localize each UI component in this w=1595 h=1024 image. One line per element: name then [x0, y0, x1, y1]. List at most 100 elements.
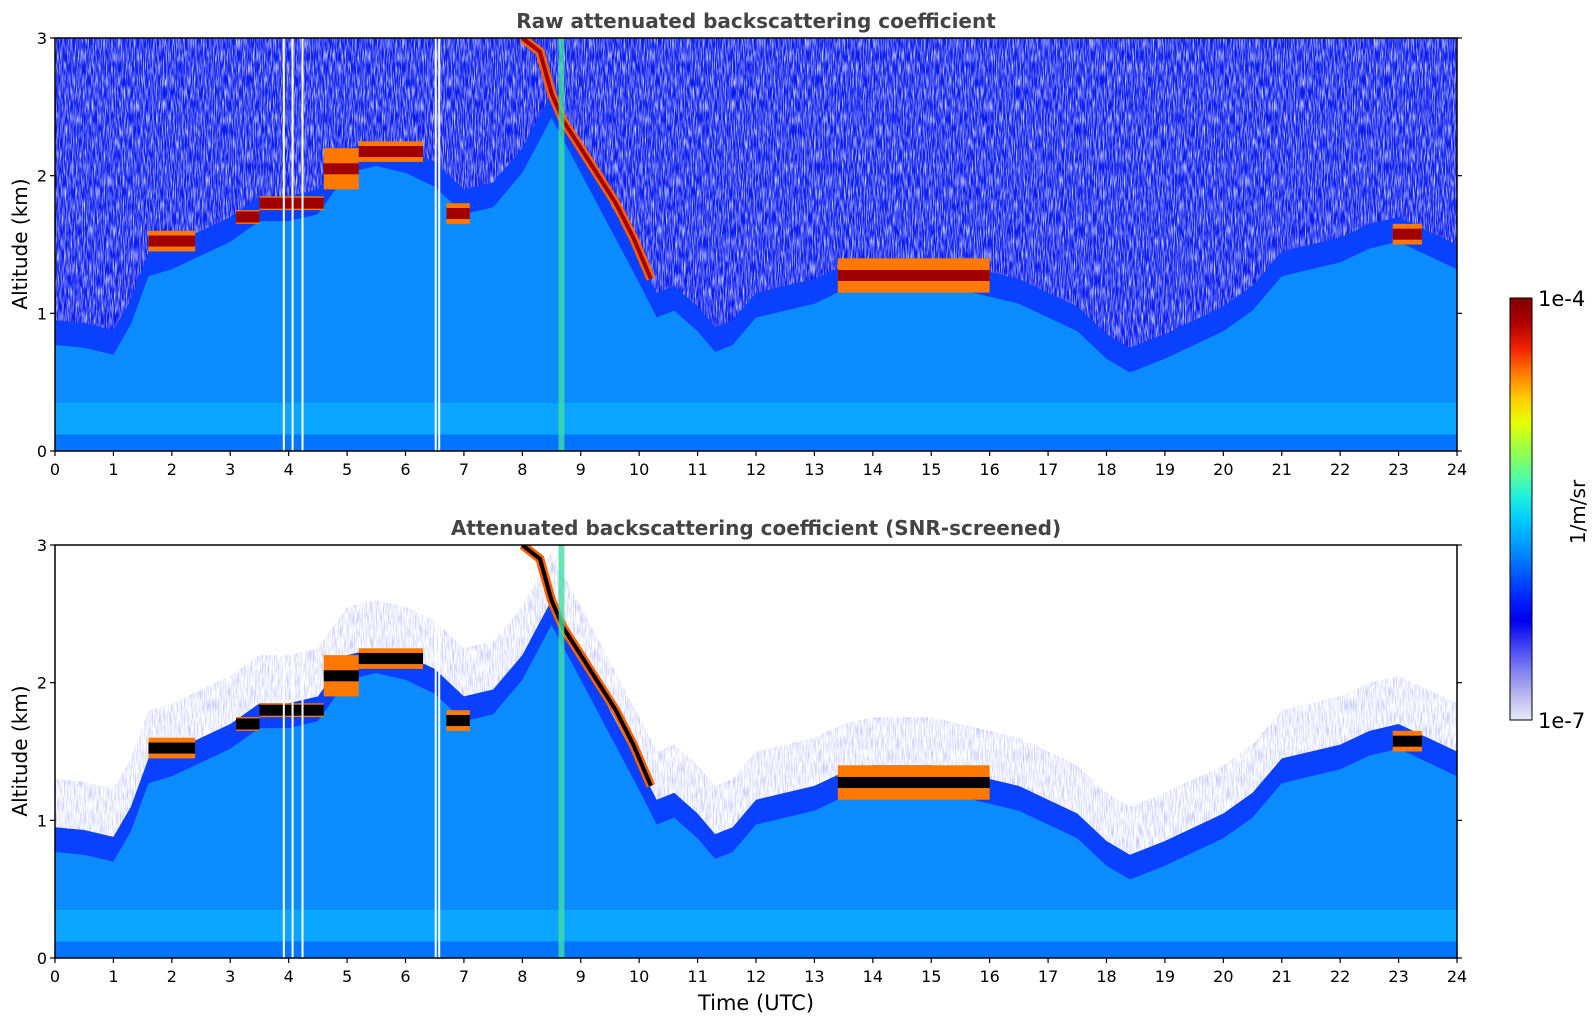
x-tick-label: 23	[1388, 460, 1408, 479]
x-tick-label: 6	[400, 460, 410, 479]
missing-data-gap	[434, 38, 437, 451]
missing-data-gap	[291, 38, 294, 451]
x-tick-label: 12	[746, 967, 766, 986]
x-tick-label: 8	[517, 460, 527, 479]
cloud-core	[323, 670, 359, 682]
x-tick-label: 20	[1213, 967, 1233, 986]
cloud-core	[446, 715, 470, 727]
x-tick-label: 4	[284, 967, 294, 986]
x-axis: 0 1 2 3 4 5 6 7 8 9 10 11 12 13 14 15 16 17 18 19 20 21 22 23 24	[50, 958, 1467, 986]
cloud-core	[148, 235, 196, 247]
screened-sparse-band	[55, 551, 1457, 855]
x-tick-label: 24	[1447, 967, 1467, 986]
y-tick-label: 1	[37, 811, 47, 830]
x-tick-label: 15	[921, 460, 941, 479]
missing-data-gap	[291, 545, 294, 958]
cloud-core	[837, 776, 990, 788]
cloud-core	[236, 718, 260, 730]
y-axis-label: Altitude (km)	[8, 685, 32, 816]
y-tick-label: 0	[37, 949, 47, 968]
vertical-streak	[558, 38, 565, 451]
x-tick-label: 7	[459, 460, 469, 479]
x-tick-label: 2	[167, 967, 177, 986]
surface-band	[55, 941, 1457, 958]
cloud-core	[1392, 228, 1422, 240]
x-axis: 0 1 2 3 4 5 6 7 8 9 10 11 12 13 14 15 16 17 18 19 20 21 22 23 24	[50, 451, 1467, 479]
y-tick-label: 3	[37, 536, 47, 555]
x-tick-label: 9	[576, 460, 586, 479]
missing-data-gap	[282, 38, 285, 451]
x-tick-label: 22	[1330, 967, 1350, 986]
boundary-layer-body	[55, 624, 1457, 958]
x-tick-label: 11	[687, 967, 707, 986]
boundary-layer-body	[55, 117, 1457, 451]
y-tick-label: 2	[37, 167, 47, 186]
cloud-core	[358, 653, 424, 665]
x-tick-label: 14	[863, 967, 883, 986]
x-tick-label: 10	[629, 460, 649, 479]
vertical-streak	[558, 545, 565, 958]
cloud-core	[1392, 735, 1422, 747]
x-tick-label: 5	[342, 460, 352, 479]
x-tick-label: 22	[1330, 460, 1350, 479]
plot-area	[55, 38, 1457, 451]
y-axis: 0 1 2 3	[37, 536, 1462, 968]
descending-layer-core	[521, 545, 653, 787]
x-tick-label: 17	[1038, 967, 1058, 986]
y-tick-label: 2	[37, 674, 47, 693]
x-tick-label: 3	[225, 460, 235, 479]
x-tick-label: 2	[167, 460, 177, 479]
x-axis-label: Time (UTC)	[697, 991, 814, 1015]
missing-data-gap	[301, 38, 304, 451]
x-tick-label: 9	[576, 967, 586, 986]
x-tick-label: 20	[1213, 460, 1233, 479]
x-tick-label: 16	[979, 460, 999, 479]
chart-title: Attenuated backscattering coefficient (S…	[451, 516, 1061, 540]
x-tick-label: 0	[50, 460, 60, 479]
x-tick-label: 13	[804, 967, 824, 986]
y-tick-label: 3	[37, 29, 47, 48]
surface-band	[55, 434, 1457, 451]
x-tick-label: 24	[1447, 460, 1467, 479]
colorbar: 1e-4 1e-7 1/m/sr	[1509, 287, 1590, 733]
x-tick-label: 13	[804, 460, 824, 479]
colorbar-min-label: 1e-7	[1538, 709, 1585, 733]
x-tick-label: 4	[284, 460, 294, 479]
x-tick-label: 3	[225, 967, 235, 986]
descending-layer-core	[521, 38, 653, 280]
x-tick-label: 6	[400, 967, 410, 986]
x-tick-label: 12	[746, 460, 766, 479]
missing-data-gap	[438, 38, 441, 451]
x-tick-label: 18	[1096, 967, 1116, 986]
x-tick-label: 18	[1096, 460, 1116, 479]
x-tick-label: 17	[1038, 460, 1058, 479]
y-axis: 0 1 2 3	[37, 29, 1462, 461]
x-tick-label: 15	[921, 967, 941, 986]
missing-data-gap	[282, 545, 285, 958]
cloud-core	[236, 211, 260, 223]
x-tick-label: 0	[50, 967, 60, 986]
x-tick-label: 5	[342, 967, 352, 986]
x-tick-label: 16	[979, 967, 999, 986]
x-tick-label: 11	[687, 460, 707, 479]
x-tick-label: 21	[1272, 967, 1292, 986]
cloud-core	[837, 269, 990, 281]
missing-data-gap	[434, 545, 437, 958]
x-tick-label: 8	[517, 967, 527, 986]
colorbar-ramp	[1509, 297, 1533, 721]
x-tick-label: 19	[1155, 967, 1175, 986]
x-tick-label: 21	[1272, 460, 1292, 479]
cloud-core	[148, 742, 196, 754]
colorbar-unit-label: 1/m/sr	[1566, 479, 1590, 544]
missing-data-gap	[438, 545, 441, 958]
x-tick-label: 10	[629, 967, 649, 986]
x-tick-label: 7	[459, 967, 469, 986]
x-tick-label: 19	[1155, 460, 1175, 479]
x-tick-label: 14	[863, 460, 883, 479]
plot-area	[55, 545, 1457, 958]
colorbar-max-label: 1e-4	[1538, 287, 1585, 311]
chart-title: Raw attenuated backscattering coefficien…	[516, 9, 996, 33]
missing-data-gap	[301, 545, 304, 958]
x-tick-label: 1	[108, 967, 118, 986]
